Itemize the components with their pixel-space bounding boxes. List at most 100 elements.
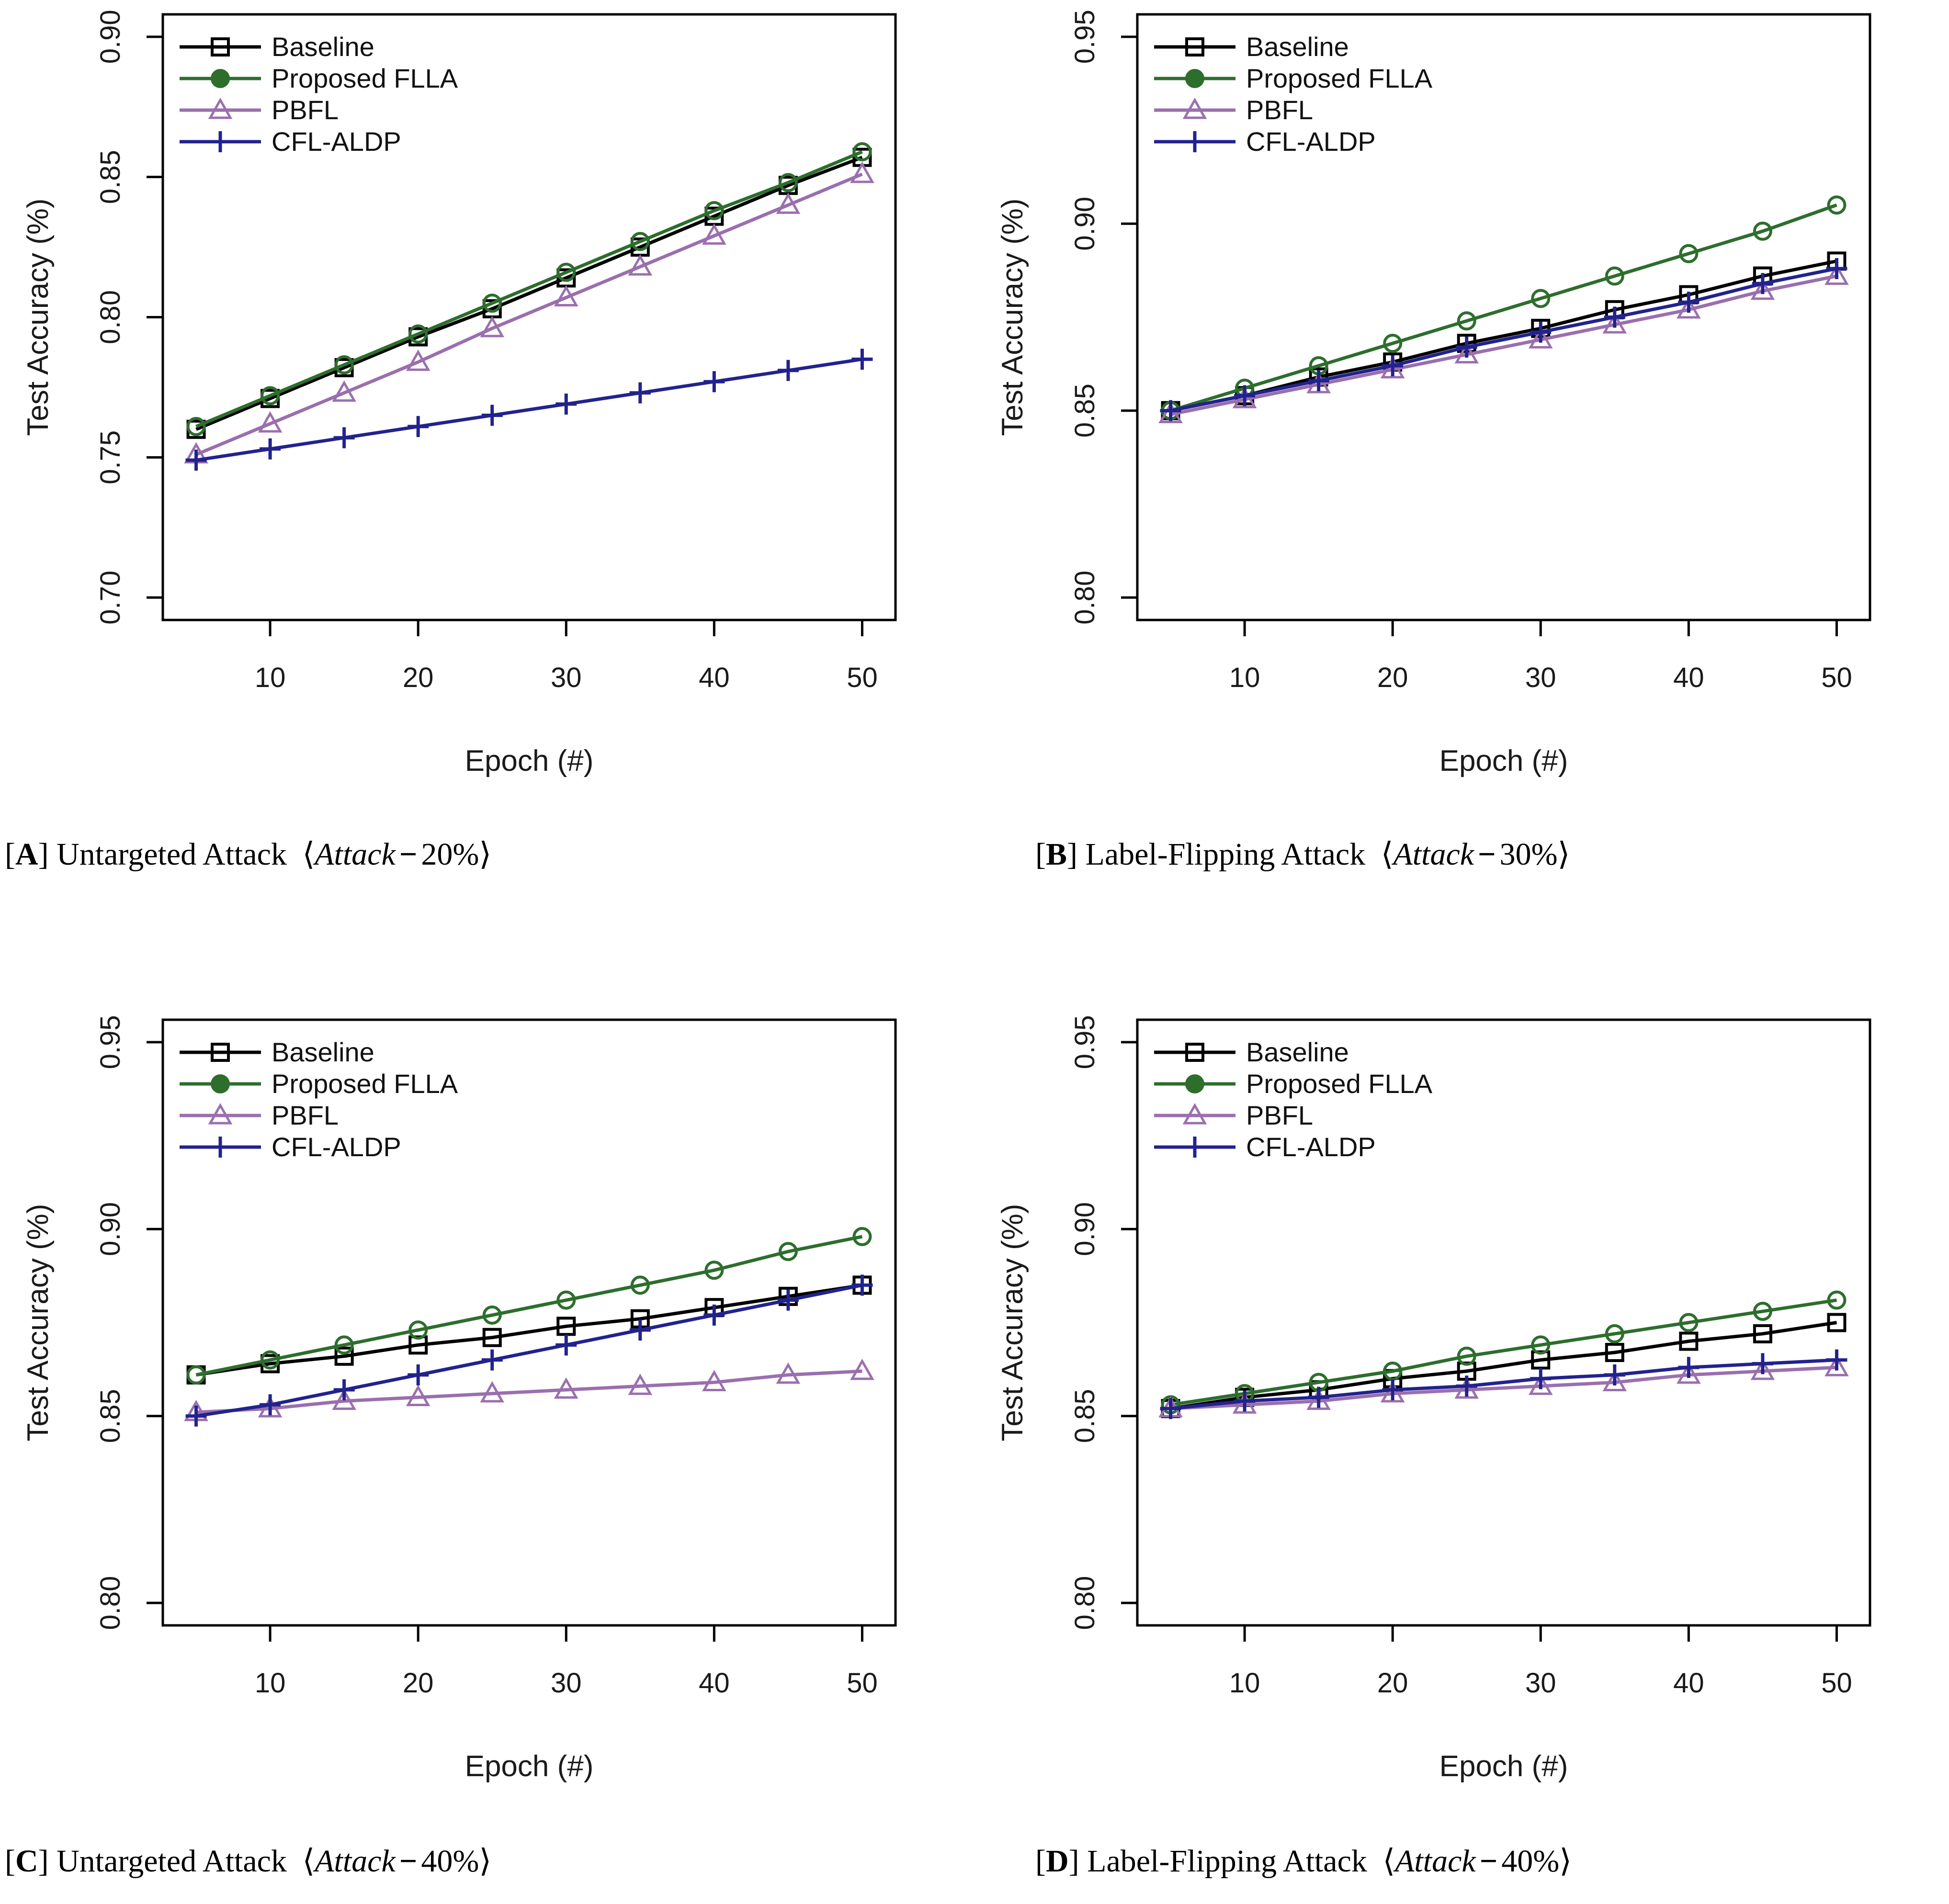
legend-label-baseline: Baseline: [272, 32, 374, 62]
caption-d-minus: −: [1479, 1844, 1498, 1879]
y-tick-label: 0.70: [95, 571, 126, 625]
marker-cfl-aldp: [1160, 1398, 1181, 1420]
caption-panel-d: [D] Label-Flipping Attack ⟨Attack −40%⟩: [1035, 1842, 1572, 1900]
marker-cfl-aldp: [1530, 1368, 1552, 1389]
marker-proposed-flla: [1605, 1324, 1624, 1343]
panel-b-labelflip-30: 10 20 30 40 50 0.80 0.85 0.90 0.95 Epoch (#) Test …: [974, 0, 1949, 814]
marker-cfl-aldp: [777, 360, 799, 381]
legend-marker-baseline: [211, 37, 230, 56]
marker-pbfl: [1454, 1377, 1479, 1399]
marker-proposed-flla: [1679, 1313, 1699, 1332]
axes-a: 10 20 30 40 50 0.70 0.75 0.80 0.85 0.90 Epoch (#) T…: [22, 10, 897, 777]
marker-cfl-aldp: [1456, 1375, 1477, 1397]
series-pbfl: [1158, 1355, 1849, 1418]
caption-c-angle-open: ⟨: [302, 1844, 315, 1879]
marker-pbfl: [1824, 1355, 1849, 1376]
marker-cfl-aldp: [1530, 321, 1552, 343]
caption-d-title: Label-Flipping Attack: [1087, 1844, 1367, 1879]
legend-label-proposed-flla: Proposed FLLA: [272, 1069, 458, 1099]
y-tick-label: 0.95: [1069, 10, 1100, 64]
marker-cfl-aldp: [333, 427, 355, 449]
plot-box: [1136, 1018, 1871, 1627]
y-tick-label: 0.90: [1069, 1202, 1100, 1256]
marker-proposed-flla: [1605, 266, 1624, 286]
marker-cfl-aldp: [333, 1379, 355, 1401]
marker-cfl-aldp: [408, 1364, 429, 1386]
series-cfl-aldp: [185, 1274, 873, 1427]
marker-proposed-flla: [408, 1320, 428, 1340]
series-line-baseline: [196, 1283, 862, 1377]
caption-a-label: A: [15, 837, 38, 872]
marker-baseline: [1827, 1313, 1847, 1332]
legend-label-baseline: Baseline: [1246, 32, 1349, 62]
marker-pbfl: [1454, 342, 1479, 364]
marker-pbfl: [554, 285, 578, 307]
marker-cfl-aldp: [703, 1304, 725, 1326]
marker-proposed-flla: [261, 386, 280, 406]
marker-cfl-aldp: [1308, 370, 1329, 392]
caption-d-open-bracket: [: [1035, 1844, 1046, 1879]
series-line-baseline: [1170, 259, 1837, 413]
legend-label-proposed-flla: Proposed FLLA: [1246, 1069, 1433, 1099]
caption-b-angle-open: ⟨: [1381, 837, 1394, 872]
marker-pbfl: [480, 315, 505, 338]
marker-cfl-aldp: [1752, 273, 1773, 294]
x-axis-label: Epoch (#): [1439, 744, 1568, 777]
x-tick-label: 40: [1673, 662, 1704, 693]
marker-proposed-flla: [1383, 1362, 1403, 1381]
caption-c-open-bracket: [: [5, 1844, 15, 1879]
marker-proposed-flla: [1383, 334, 1403, 353]
legend-label-pbfl: PBFL: [1246, 95, 1313, 125]
marker-pbfl: [554, 1377, 578, 1399]
marker-cfl-aldp: [1382, 355, 1404, 377]
y-axis-label: Test Accuracy (%): [22, 198, 55, 436]
legend-marker-pbfl: [1182, 1103, 1207, 1125]
legend-marker-pbfl: [208, 1103, 233, 1125]
legend-label-pbfl: PBFL: [272, 95, 339, 125]
caption-b-attack-value: 30%: [1499, 837, 1558, 872]
marker-baseline: [1679, 1331, 1699, 1351]
caption-a-angle-open: ⟨: [302, 837, 315, 872]
legend-label-cfl-aldp: CFL-ALDP: [272, 1132, 401, 1162]
marker-cfl-aldp: [481, 1349, 503, 1371]
series-cfl-aldp: [185, 349, 873, 471]
y-axis-label: Test Accuracy (%): [22, 1204, 55, 1441]
marker-cfl-aldp: [1678, 292, 1700, 313]
marker-cfl-aldp: [555, 1334, 577, 1356]
caption-d-attack-value: 40%: [1501, 1844, 1560, 1879]
x-tick-label: 20: [1377, 1667, 1408, 1699]
marker-cfl-aldp: [1678, 1357, 1700, 1378]
marker-proposed-flla: [1531, 1335, 1551, 1355]
series-line-pbfl: [196, 1369, 862, 1414]
marker-cfl-aldp: [703, 371, 725, 393]
y-tick-label: 0.95: [1069, 1015, 1100, 1069]
marker-proposed-flla: [630, 232, 650, 251]
marker-cfl-aldp: [1826, 258, 1847, 279]
legend-marker-cfl-aldp: [1184, 1137, 1205, 1158]
legend-marker-proposed-flla: [211, 1074, 230, 1093]
marker-proposed-flla: [334, 1335, 354, 1355]
marker-baseline: [482, 1328, 502, 1347]
marker-proposed-flla: [778, 1242, 798, 1262]
marker-cfl-aldp: [260, 438, 281, 460]
marker-cfl-aldp: [851, 349, 873, 370]
marker-cfl-aldp: [1382, 1379, 1404, 1401]
marker-baseline: [1753, 1324, 1772, 1343]
marker-pbfl: [776, 192, 801, 214]
y-tick-label: 0.85: [1069, 1389, 1100, 1443]
marker-proposed-flla: [1827, 195, 1847, 215]
marker-proposed-flla: [408, 324, 428, 344]
caption-a-open-bracket: [: [5, 837, 15, 872]
marker-pbfl: [332, 1388, 356, 1410]
marker-cfl-aldp: [408, 416, 429, 437]
legend-label-proposed-flla: Proposed FLLA: [272, 63, 458, 93]
marker-cfl-aldp: [1308, 1386, 1329, 1408]
x-tick-label: 50: [847, 1667, 878, 1699]
caption-a-attack-value: 20%: [421, 837, 479, 872]
series-cfl-aldp: [1160, 1349, 1847, 1420]
y-tick-label: 0.90: [1069, 197, 1100, 251]
x-axis-label: Epoch (#): [465, 744, 594, 777]
marker-pbfl: [1824, 263, 1849, 285]
legend-label-proposed-flla: Proposed FLLA: [1246, 63, 1433, 93]
